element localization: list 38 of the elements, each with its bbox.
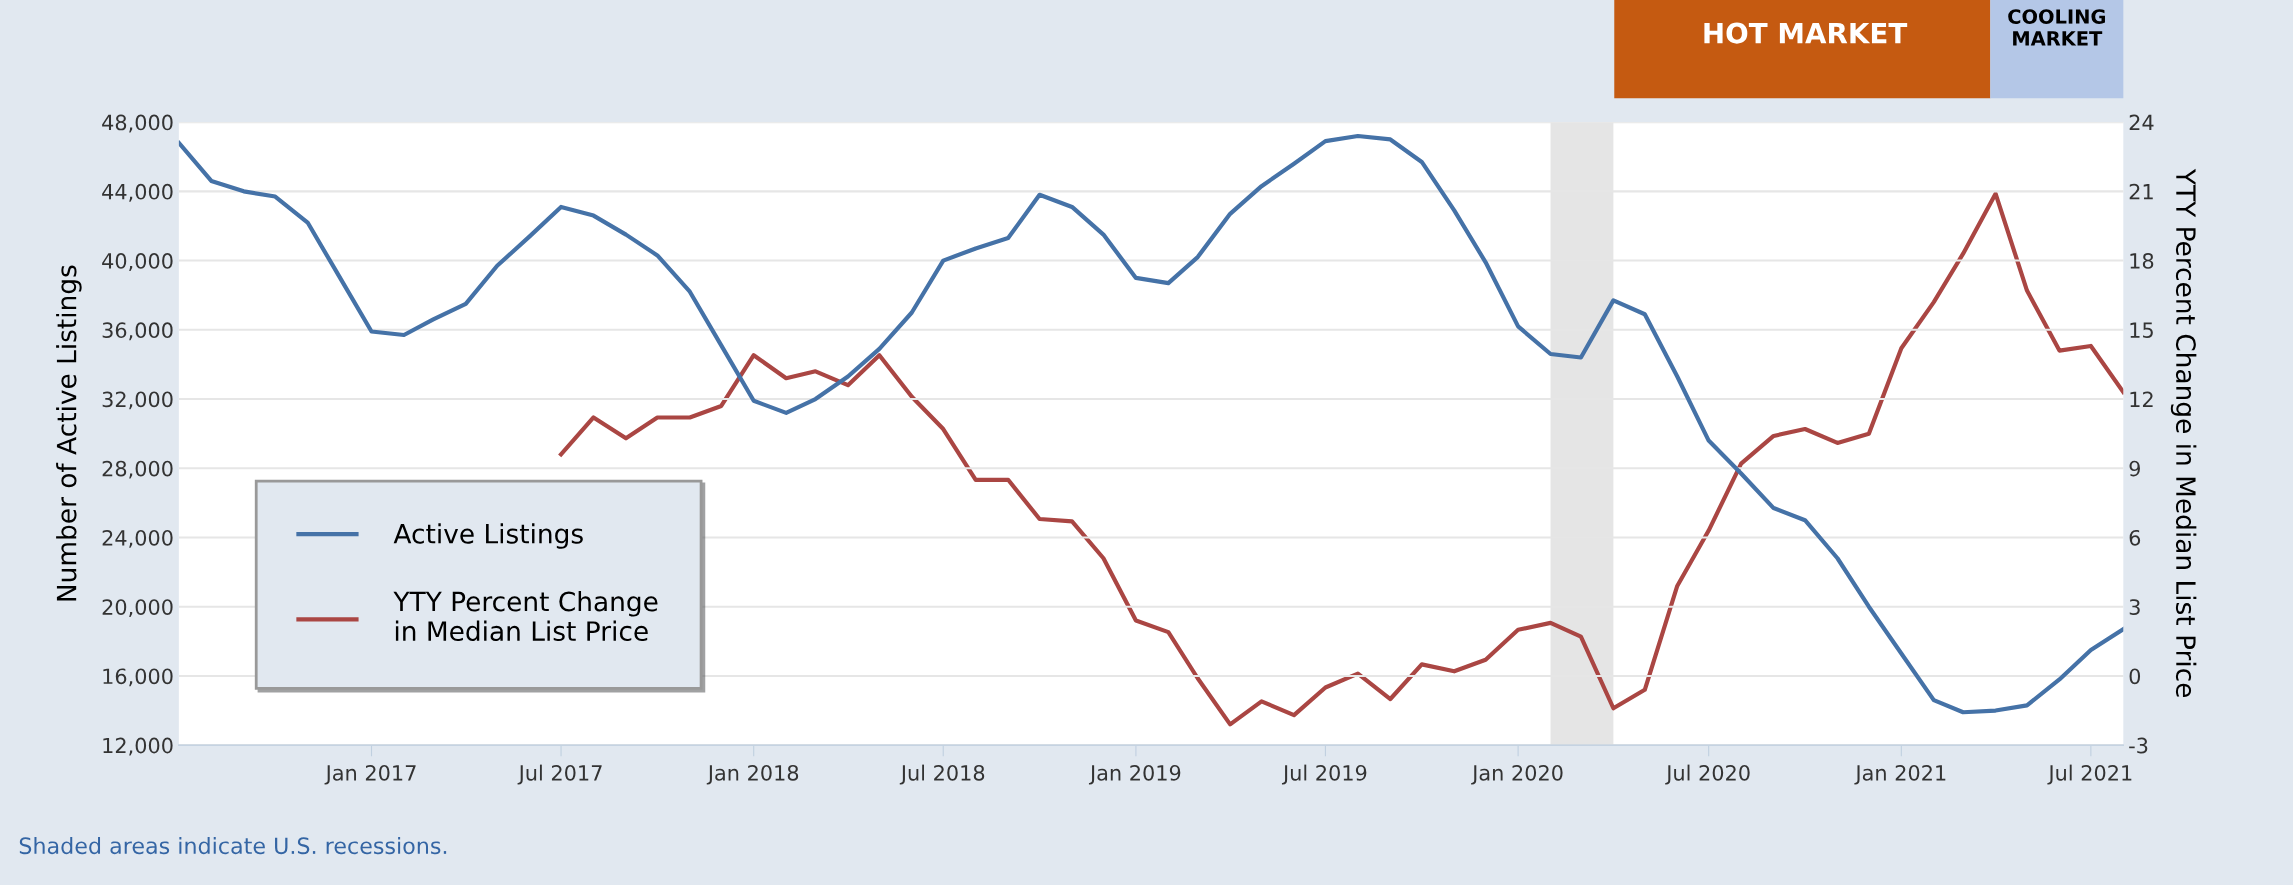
y2-tick-label: 15 <box>2130 322 2153 339</box>
line-series <box>178 133 2124 715</box>
x-tick-label: Jan 2020 <box>1471 764 1563 785</box>
y2-tick-label: 21 <box>2129 183 2153 200</box>
y-tick-label: 28,000 <box>102 460 173 479</box>
x-tick-label: Jul 2020 <box>1665 764 1750 785</box>
y-tick-label: 16,000 <box>103 668 173 687</box>
y2-tick-label: 9 <box>2129 460 2140 477</box>
text: HOT MARKET <box>1704 22 1908 44</box>
y2-tick-label: 18 <box>2130 253 2154 269</box>
y2-tick-label: 6 <box>2129 529 2141 546</box>
legend-label: YTY Percent Change in Median List Price <box>393 591 658 642</box>
y2-axis-title: YTY Percent Change in Median List Price <box>2170 168 2197 698</box>
y-tick-label: 32,000 <box>102 391 173 410</box>
y2-tick-label: 12 <box>2130 391 2153 407</box>
y2-tick-label: 0 <box>2129 668 2141 685</box>
y-tick-label: 44,000 <box>102 183 173 202</box>
x-tick-label: Jul 2019 <box>1281 764 1367 785</box>
x-tick-label: Jan 2017 <box>324 764 416 785</box>
y-tick-label: 40,000 <box>102 253 173 271</box>
x-tick-label: Jan 2021 <box>1854 764 1946 785</box>
y-tick-label: 24,000 <box>102 529 173 548</box>
x-tick-label: Jul 2018 <box>899 764 985 785</box>
x-tick-label: Jan 2018 <box>706 764 799 785</box>
text: COOLING MARKET <box>2008 9 2105 46</box>
y-tick-label: 20,000 <box>102 599 173 618</box>
legend-label: Active Listings <box>393 523 583 549</box>
y-tick-label: 48,000 <box>102 114 173 133</box>
y-tick-label: 12,000 <box>103 737 173 756</box>
text: Shaded areas indicate U.S. recessions. <box>19 836 447 855</box>
y2-tick-label: 3 <box>2129 599 2140 615</box>
y2-tick-label: 24 <box>2129 114 2154 131</box>
x-tick-label: Jul 2021 <box>2047 764 2132 785</box>
x-tick-label: Jul 2017 <box>517 764 602 785</box>
x-tick-label: Jan 2019 <box>1088 764 1181 785</box>
y2-tick-label: -3 <box>2129 737 2148 754</box>
y-axis-title: Number of Active Listings <box>56 265 82 601</box>
y-tick-label: 36,000 <box>102 322 173 341</box>
